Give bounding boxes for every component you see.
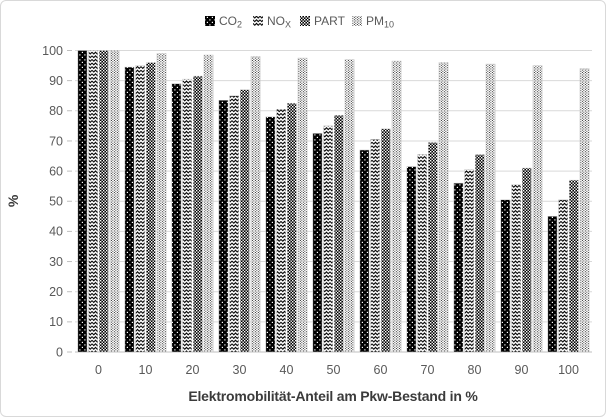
bar-nox-30 bbox=[229, 95, 240, 353]
bar-co2-20 bbox=[171, 83, 182, 353]
x-tick-label-90: 90 bbox=[515, 363, 529, 377]
y-tick-label-50: 50 bbox=[49, 195, 63, 209]
legend-label-nox: NOX bbox=[267, 14, 291, 30]
bar-part-10 bbox=[146, 62, 156, 353]
bar-co2-60 bbox=[359, 149, 370, 353]
y-tick-label-10: 10 bbox=[49, 315, 63, 329]
bar-nox-80 bbox=[464, 169, 474, 353]
y-tick-label-90: 90 bbox=[49, 74, 63, 88]
legend-label-part: PART bbox=[314, 14, 346, 28]
legend-label-co2: CO2 bbox=[219, 14, 242, 30]
bar-series bbox=[77, 50, 590, 353]
bar-co2-70 bbox=[406, 166, 417, 353]
bar-part-40 bbox=[287, 103, 297, 353]
bar-pm10-40 bbox=[297, 57, 308, 353]
legend-item-pm10: PM10 bbox=[352, 14, 394, 30]
bar-part-100 bbox=[569, 179, 579, 353]
bar-pm10-80 bbox=[485, 63, 496, 353]
co2-swatch-icon bbox=[205, 16, 215, 26]
bar-co2-0 bbox=[77, 50, 88, 353]
bar-pm10-70 bbox=[438, 62, 449, 353]
x-tick-label-60: 60 bbox=[374, 363, 388, 377]
x-tick-label-30: 30 bbox=[233, 363, 247, 377]
y-tick-label-60: 60 bbox=[49, 164, 63, 178]
bar-pm10-100 bbox=[579, 68, 590, 353]
bar-co2-100 bbox=[547, 216, 558, 353]
bar-part-60 bbox=[381, 128, 391, 353]
y-tick-label-40: 40 bbox=[49, 225, 63, 239]
legend-item-co2: CO2 bbox=[205, 14, 242, 30]
x-tick-label-100: 100 bbox=[558, 363, 579, 377]
nox-swatch-icon bbox=[253, 16, 263, 26]
bar-pm10-20 bbox=[203, 54, 214, 353]
bar-nox-60 bbox=[370, 139, 380, 353]
bar-co2-90 bbox=[500, 199, 511, 353]
x-tick-label-80: 80 bbox=[468, 363, 482, 377]
bar-co2-30 bbox=[218, 100, 229, 353]
bar-nox-70 bbox=[417, 154, 427, 353]
bar-pm10-60 bbox=[391, 60, 402, 353]
bar-pm10-10 bbox=[156, 53, 167, 353]
y-tick-label-20: 20 bbox=[49, 285, 63, 299]
x-tick-label-70: 70 bbox=[421, 363, 435, 377]
y-axis: 0 10 20 30 40 50 60 70 80 90 100 bbox=[42, 44, 72, 359]
bar-part-50 bbox=[334, 115, 344, 353]
bar-nox-20 bbox=[182, 78, 193, 353]
bar-nox-50 bbox=[323, 125, 333, 353]
x-tick-label-40: 40 bbox=[280, 363, 294, 377]
y-tick-label-70: 70 bbox=[49, 134, 63, 148]
bar-pm10-90 bbox=[532, 65, 543, 353]
bar-nox-90 bbox=[511, 184, 521, 353]
bar-nox-10 bbox=[135, 65, 146, 353]
bar-pm10-0 bbox=[109, 50, 120, 353]
legend-item-nox: NOX bbox=[253, 14, 291, 30]
x-tick-label-0: 0 bbox=[95, 363, 102, 377]
y-tick-label-80: 80 bbox=[49, 104, 63, 118]
bar-nox-40 bbox=[276, 109, 286, 353]
pm10-swatch-icon bbox=[352, 16, 362, 26]
bar-part-20 bbox=[193, 75, 203, 353]
x-tick-label-50: 50 bbox=[327, 363, 341, 377]
bar-part-70 bbox=[428, 142, 438, 353]
x-axis: 0 10 20 30 40 50 60 70 80 90 100 bbox=[95, 363, 579, 377]
bar-pm10-50 bbox=[344, 59, 355, 353]
bar-nox-100 bbox=[558, 199, 568, 353]
part-swatch-icon bbox=[300, 16, 310, 26]
bar-pm10-30 bbox=[250, 56, 261, 353]
y-tick-label-0: 0 bbox=[56, 345, 63, 359]
bar-co2-10 bbox=[124, 66, 135, 353]
legend: CO2 NOX PART PM10 bbox=[205, 14, 394, 30]
y-axis-title: % bbox=[5, 194, 21, 207]
x-tick-label-10: 10 bbox=[139, 363, 153, 377]
bar-nox-0 bbox=[88, 50, 99, 353]
bar-part-30 bbox=[240, 89, 250, 353]
legend-item-part: PART bbox=[300, 14, 346, 28]
legend-label-pm10: PM10 bbox=[366, 14, 394, 30]
bar-co2-80 bbox=[453, 182, 464, 353]
bar-co2-40 bbox=[265, 116, 276, 353]
x-tick-label-20: 20 bbox=[186, 363, 200, 377]
bar-co2-50 bbox=[312, 133, 323, 353]
y-tick-label-30: 30 bbox=[49, 255, 63, 269]
bar-part-0 bbox=[99, 50, 109, 353]
y-tick-label-100: 100 bbox=[42, 44, 63, 58]
x-axis-title: Elektromobilität-Anteil am Pkw-Bestand i… bbox=[188, 388, 478, 404]
bar-part-80 bbox=[475, 154, 485, 353]
bar-part-90 bbox=[522, 167, 532, 353]
